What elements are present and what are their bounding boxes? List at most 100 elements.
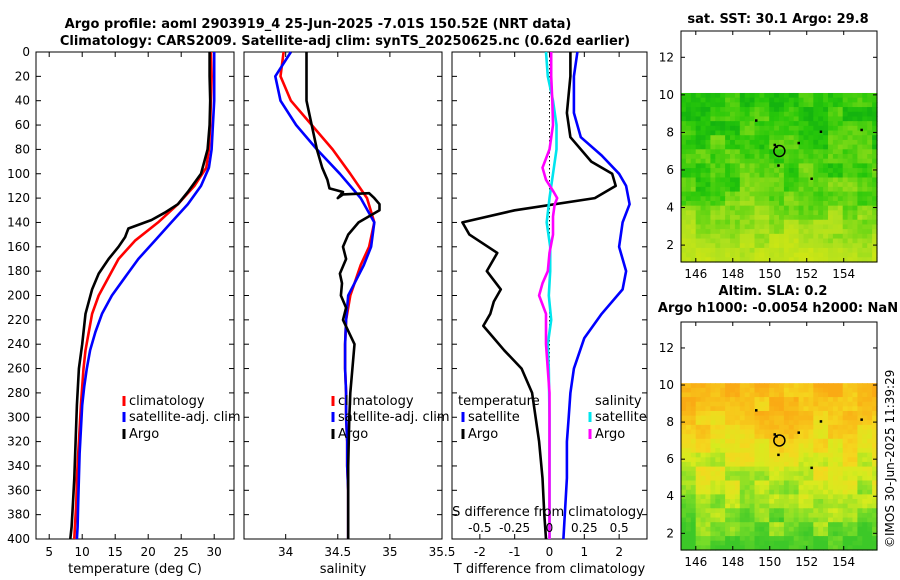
heatmap-cell	[813, 219, 819, 226]
heatmap-cell	[852, 387, 858, 394]
heatmap-cell	[705, 383, 711, 389]
heatmap-cell	[710, 205, 716, 211]
heatmap-cell	[681, 429, 687, 435]
island-marker	[773, 433, 776, 436]
heatmap-cell	[798, 111, 805, 118]
heatmap-cell	[681, 177, 687, 183]
heatmap-cell	[710, 158, 716, 165]
heatmap-cell	[783, 531, 790, 537]
heatmap-cell	[764, 424, 770, 431]
heatmap-cell	[774, 121, 780, 127]
heatmap-cell	[823, 457, 829, 463]
heatmap-cell	[744, 224, 751, 230]
heatmap-cell	[823, 489, 829, 495]
heatmap-cell	[798, 252, 805, 258]
heatmap-cell	[813, 177, 819, 183]
heatmap-cell	[715, 116, 721, 122]
heatmap-cell	[695, 526, 702, 533]
heatmap-cell	[857, 485, 863, 491]
heatmap-cell	[823, 135, 829, 141]
heatmap-cell	[842, 383, 849, 389]
heatmap-cell	[837, 438, 844, 445]
heatmap-cell	[793, 233, 800, 240]
heatmap-cell	[754, 448, 760, 454]
heatmap-cell	[818, 243, 824, 249]
heatmap-cell	[690, 149, 697, 155]
heatmap-cell	[823, 420, 829, 426]
heatmap-cell	[700, 420, 707, 426]
heatmap-cell	[725, 480, 731, 486]
heatmap-cell	[769, 531, 775, 537]
heatmap-cell	[808, 406, 814, 412]
heatmap-cell	[759, 168, 765, 174]
heatmap-cell	[847, 466, 854, 472]
heatmap-cell	[847, 471, 854, 477]
heatmap-cell	[774, 215, 780, 221]
heatmap-cell	[700, 485, 707, 491]
heatmap-cell	[862, 191, 868, 197]
heatmap-cell	[818, 238, 824, 244]
heatmap-cell	[823, 224, 829, 230]
heatmap-cell	[832, 531, 839, 537]
heatmap-cell	[779, 168, 785, 174]
heatmap-cell	[769, 383, 775, 389]
heatmap-cell	[754, 434, 760, 440]
heatmap-cell	[730, 415, 736, 421]
heatmap-cell	[681, 471, 687, 477]
heatmap-cell	[695, 219, 702, 226]
heatmap-cell	[823, 191, 829, 197]
heatmap-cell	[828, 200, 834, 207]
heatmap-cell	[730, 499, 736, 505]
heatmap-cell	[769, 536, 775, 542]
y-tick-label: 160	[7, 240, 30, 254]
heatmap-cell	[808, 121, 814, 127]
heatmap-cell	[734, 471, 741, 477]
heatmap-cell	[700, 489, 707, 495]
heatmap-cell	[705, 415, 711, 421]
heatmap-cell	[769, 485, 775, 491]
heatmap-cell	[798, 158, 805, 165]
heatmap-cell	[700, 247, 707, 254]
heatmap-cell	[813, 163, 819, 169]
heatmap-cell	[764, 508, 770, 514]
heatmap-cell	[759, 243, 765, 249]
heatmap-cell	[823, 429, 829, 435]
heatmap-cell	[823, 480, 829, 486]
heatmap-cell	[739, 457, 746, 463]
heatmap-cell	[842, 191, 849, 197]
heatmap-cell	[720, 121, 726, 127]
heatmap-cell	[813, 196, 819, 202]
heatmap-cell	[852, 397, 858, 403]
heatmap-cell	[808, 257, 814, 263]
heatmap-cell	[754, 116, 760, 122]
heatmap-cell	[779, 517, 785, 523]
heatmap-cell	[793, 182, 800, 188]
heatmap-cell	[715, 466, 721, 472]
heatmap-cell	[734, 466, 741, 472]
heatmap-cell	[685, 517, 692, 523]
heatmap-cell	[823, 397, 829, 403]
heatmap-cell	[798, 466, 805, 472]
heatmap-cell	[715, 224, 721, 230]
heatmap-cell	[754, 107, 760, 113]
heatmap-cell	[725, 111, 731, 118]
heatmap-cell	[803, 383, 809, 389]
heatmap-cell	[828, 494, 834, 500]
heatmap-cell	[793, 121, 800, 127]
heatmap-cell	[734, 229, 741, 235]
heatmap-cell	[685, 420, 692, 426]
heatmap-cell	[808, 410, 814, 417]
heatmap-cell	[720, 238, 726, 244]
y-tick-label: 4	[666, 489, 674, 503]
heatmap-cell	[715, 392, 721, 398]
heatmap-cell	[774, 401, 780, 407]
heatmap-cell	[744, 475, 751, 482]
heatmap-cell	[685, 429, 692, 435]
heatmap-cell	[700, 531, 707, 537]
heatmap-cell	[739, 526, 746, 533]
heatmap-cell	[779, 149, 785, 155]
heatmap-cell	[852, 125, 858, 132]
heatmap-cell	[779, 107, 785, 113]
heatmap-cell	[710, 247, 716, 254]
heatmap-cell	[862, 149, 868, 155]
